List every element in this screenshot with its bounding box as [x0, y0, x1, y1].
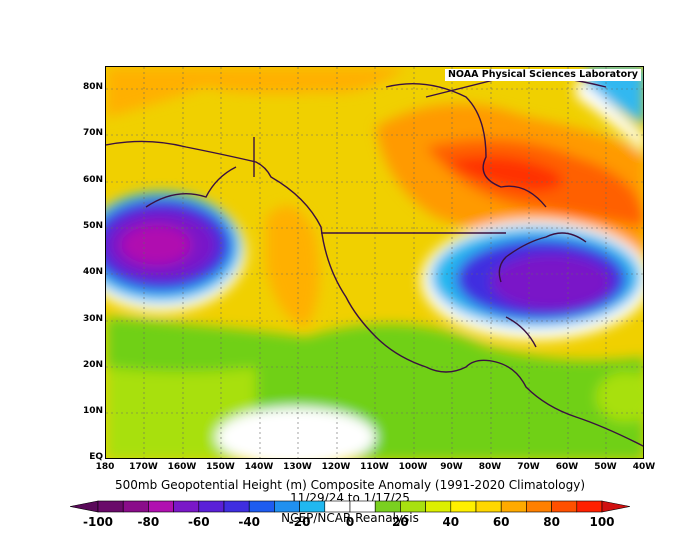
map-canvas: [106, 67, 643, 458]
colorbar-swatch: [526, 500, 552, 513]
lon-label: 40W: [632, 462, 656, 472]
colorbar-label: -40: [238, 515, 261, 529]
lat-label: 40N: [82, 267, 103, 278]
colorbar-label: 80: [543, 515, 560, 529]
colorbar-swatch: [576, 500, 603, 513]
colorbar-swatch: [173, 500, 200, 513]
colorbar-swatch: [450, 500, 477, 513]
lat-label: 70N: [82, 128, 103, 139]
colorbar-label: 100: [589, 515, 615, 529]
colorbar-swatch: [400, 500, 426, 513]
colorbar-label: -100: [82, 515, 114, 529]
lat-label: 60N: [82, 174, 103, 185]
colorbar-label: -20: [288, 515, 311, 529]
lon-label: 90W: [440, 462, 463, 472]
lon-label: 150W: [206, 462, 235, 472]
lon-label: 170W: [129, 462, 158, 472]
colorbar-label: 0: [345, 515, 355, 529]
lon-label: 120W: [321, 462, 351, 472]
lat-label: EQ: [89, 452, 103, 463]
graticule: [106, 67, 643, 458]
colorbar-swatch: [324, 500, 351, 513]
lat-label: 30N: [82, 313, 103, 324]
colorbar-swatch: [248, 500, 275, 513]
colorbar: [70, 500, 630, 513]
data-source: NCEP/NCAR Reanalysis: [281, 511, 419, 525]
colorbar-swatch: [198, 500, 225, 513]
colorbar-swatch: [551, 500, 578, 513]
colorbar-swatch: [223, 500, 250, 513]
colorbar-swatch: [374, 500, 401, 513]
colorbar-swatch: [475, 500, 502, 513]
lon-label: 160W: [167, 462, 197, 472]
colorbar-swatch: [148, 500, 174, 513]
colorbar-arrow-left: [70, 500, 99, 513]
lon-label: 140W: [244, 462, 274, 472]
colorbar-swatch: [425, 500, 452, 513]
lat-label: 20N: [82, 359, 103, 370]
colorbar-swatch: [349, 500, 376, 513]
map-title: 500mb Geopotential Height (m) Composite …: [114, 478, 585, 492]
lat-label: 10N: [82, 406, 103, 417]
colorbar-swatch: [122, 500, 149, 513]
colorbar-swatch: [500, 500, 527, 513]
colorbar-swatch: [274, 500, 300, 513]
lon-label: 130W: [283, 462, 312, 472]
lat-label: 50N: [82, 220, 103, 231]
colorbar-swatch: [299, 500, 326, 513]
lon-label: 80W: [478, 462, 502, 472]
lon-label: 70W: [517, 462, 540, 472]
map-credit: NOAA Physical Sciences Laboratory: [444, 69, 641, 81]
anomaly-map: NOAA Physical Sciences Laboratory: [105, 66, 644, 459]
lon-label: 60W: [555, 462, 579, 472]
colorbar-label: 20: [392, 515, 409, 529]
lon-label: 110W: [360, 462, 389, 472]
colorbar-label: -60: [187, 515, 210, 529]
lon-label: 100W: [398, 462, 428, 472]
lon-label: 180: [95, 462, 115, 472]
colorbar-label: 40: [442, 515, 460, 529]
colorbar-label: 60: [492, 515, 510, 529]
lon-label: 50W: [594, 462, 617, 472]
colorbar-label: -80: [137, 515, 160, 529]
lat-label: 80N: [82, 82, 103, 92]
colorbar-swatch: [97, 500, 124, 513]
colorbar-arrow-right: [601, 500, 630, 513]
